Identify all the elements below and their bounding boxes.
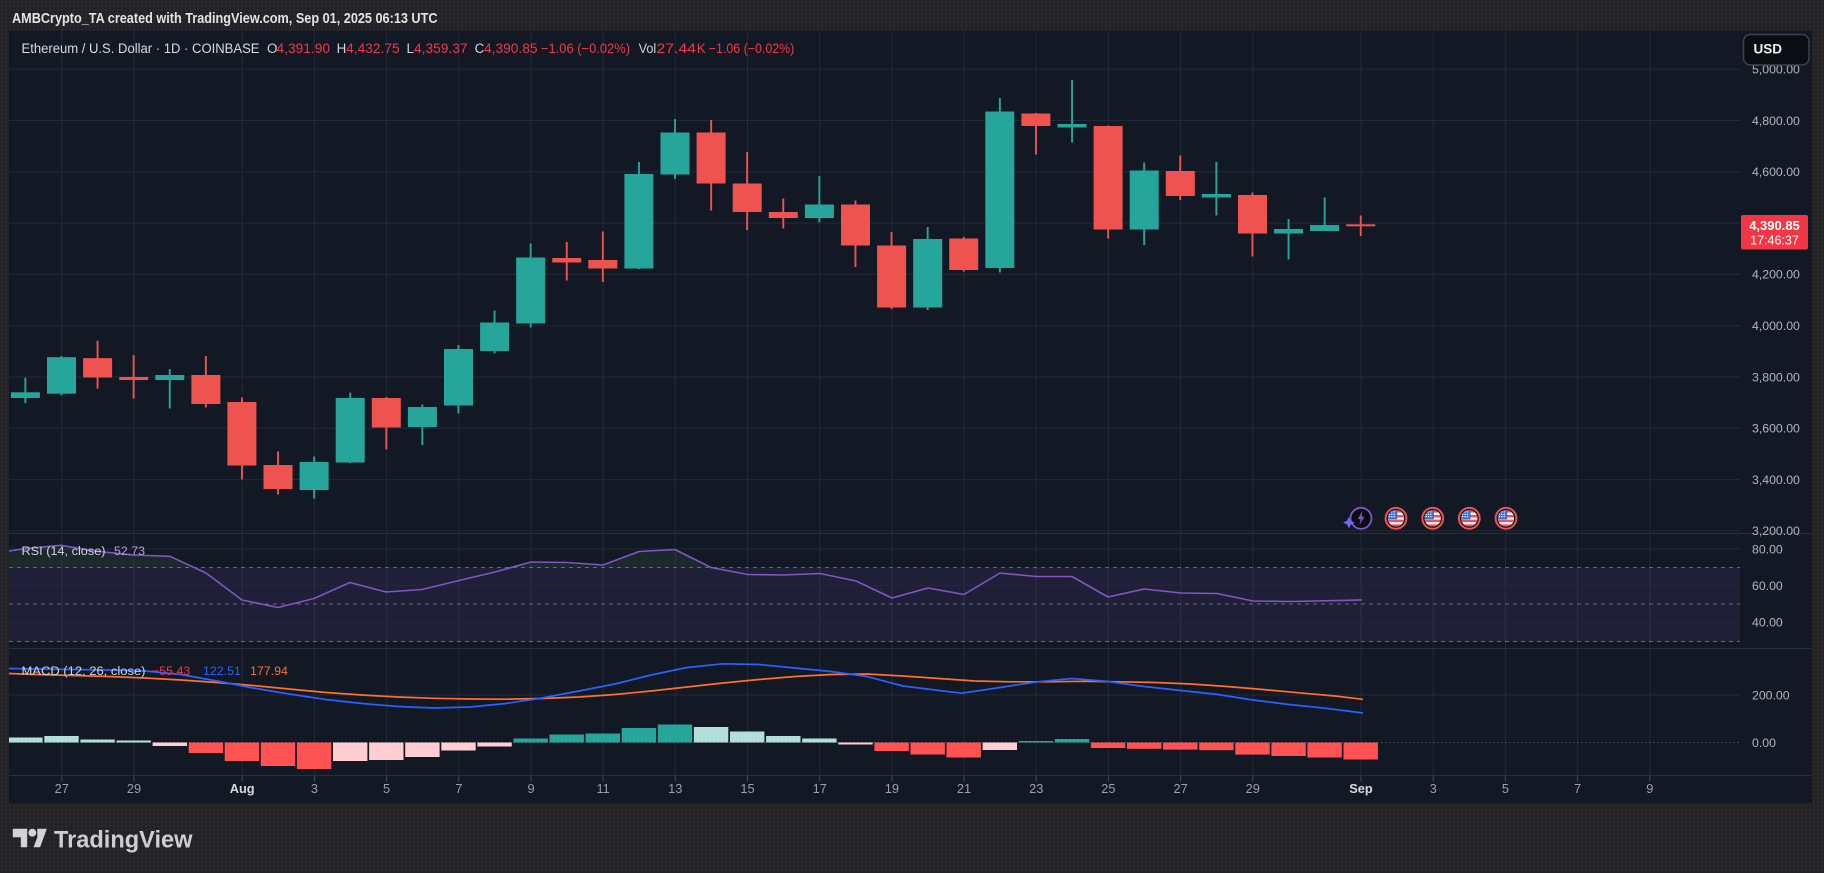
svg-text:3,200.00: 3,200.00 [1752,524,1800,538]
svg-text:C: C [475,41,485,56]
svg-text:4,200.00: 4,200.00 [1752,268,1800,282]
svg-text:9: 9 [527,781,534,796]
svg-text:60.00: 60.00 [1752,579,1783,593]
svg-text:40.00: 40.00 [1752,615,1783,629]
svg-text:4,800.00: 4,800.00 [1752,114,1800,128]
svg-text:Ethereum / U.S. Dollar · 1D ·: Ethereum / U.S. Dollar · 1D · COINBASE [22,41,260,56]
svg-text:−1.06 (−0.02%): −1.06 (−0.02%) [541,41,630,56]
svg-text:29: 29 [1246,781,1260,796]
svg-text:5: 5 [1502,781,1509,796]
svg-text:11: 11 [596,781,609,796]
svg-text:Aug: Aug [230,781,255,796]
svg-text:7: 7 [455,781,462,796]
svg-text:RSI (14, close)52.73: RSI (14, close) 52.73 [22,544,146,558]
svg-text:TradingView: TradingView [54,827,193,854]
svg-text:0.00: 0.00 [1752,736,1776,750]
svg-text:4,359.37: 4,359.37 [414,41,468,56]
svg-text:13: 13 [668,781,682,796]
svg-text:27: 27 [55,781,69,796]
svg-text:29: 29 [127,781,141,796]
svg-text:23: 23 [1029,781,1043,796]
svg-text:19: 19 [885,781,899,796]
svg-text:5: 5 [383,781,390,796]
svg-text:USD: USD [1754,42,1783,57]
svg-text:4,390.85: 4,390.85 [484,41,538,56]
svg-text:7: 7 [1574,781,1581,796]
svg-text:4,432.75: 4,432.75 [346,41,400,56]
svg-text:21: 21 [957,781,971,796]
svg-text:H: H [337,41,347,56]
svg-text:4,391.90: 4,391.90 [277,41,331,56]
svg-text:25: 25 [1101,781,1115,796]
svg-text:AMBCrypto_TA created with Trad: AMBCrypto_TA created with TradingView.co… [12,11,438,27]
svg-text:−1.06 (−0.02%): −1.06 (−0.02%) [709,41,795,56]
svg-text:K: K [697,41,706,56]
svg-text:3,400.00: 3,400.00 [1752,473,1800,487]
svg-text:27: 27 [1173,781,1187,796]
svg-text:27.44: 27.44 [657,41,697,56]
svg-text:4,600.00: 4,600.00 [1752,165,1800,179]
svg-text:4,000.00: 4,000.00 [1752,319,1800,333]
svg-text:4,390.85: 4,390.85 [1749,218,1800,233]
svg-text:80.00: 80.00 [1752,542,1783,556]
svg-text:5,000.00: 5,000.00 [1752,63,1800,77]
svg-text:L: L [407,41,414,56]
svg-text:17:46:37: 17:46:37 [1750,234,1799,248]
svg-text:3: 3 [1430,781,1437,796]
svg-text:15: 15 [740,781,754,796]
svg-text:3,800.00: 3,800.00 [1752,370,1800,384]
svg-text:200.00: 200.00 [1752,688,1790,702]
svg-text:O: O [267,41,277,56]
svg-text:Sep: Sep [1349,781,1373,796]
svg-text:3: 3 [311,781,318,796]
svg-text:9: 9 [1646,781,1653,796]
svg-text:3,600.00: 3,600.00 [1752,422,1800,436]
svg-text:Vol: Vol [639,41,657,56]
svg-text:17: 17 [813,781,827,796]
